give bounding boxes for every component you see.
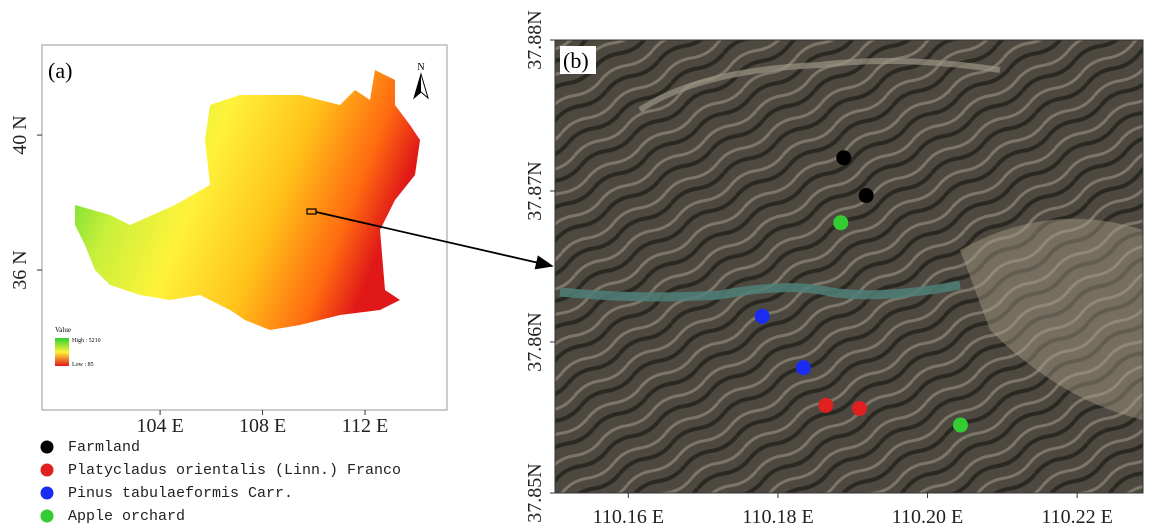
x-tick-label: 110.20 E (892, 506, 963, 528)
y-tick-label: 37.88N (524, 10, 546, 69)
legend-marker (41, 487, 54, 500)
elev-low: Low : 85 (72, 362, 94, 368)
y-tick-label: 37.86N (524, 312, 546, 371)
figure: Value High : 5210 Low : 85 (a) N (b) Far… (0, 0, 1149, 530)
sample-point (859, 188, 874, 203)
sample-point (755, 309, 770, 324)
sample-point (953, 418, 968, 433)
x-tick-label: 108 E (239, 415, 286, 437)
y-tick-label: 36 N (9, 250, 31, 289)
sample-point (818, 398, 833, 413)
sample-point (836, 150, 851, 165)
elev-title: Value (55, 326, 71, 334)
legend-label: Platycladus orientalis (Linn.) Franco (68, 462, 401, 479)
legend-marker (41, 510, 54, 523)
x-tick-label: 112 E (342, 415, 388, 437)
legend: Farmland Platycladus orientalis (Linn.) F… (41, 439, 402, 525)
elevation-scale (55, 338, 69, 366)
legend-label: Farmland (68, 439, 140, 456)
sample-point (796, 360, 811, 375)
x-tick-label: 110.16 E (593, 506, 664, 528)
legend-marker (41, 441, 54, 454)
legend-label: Apple orchard (68, 508, 185, 525)
y-tick-label: 37.87N (524, 161, 546, 220)
legend-label: Pinus tabulaeformis Carr. (68, 485, 293, 502)
y-tick-label: 37.85N (524, 463, 546, 522)
panel-a-label: (a) (48, 58, 72, 83)
x-tick-label: 104 E (136, 415, 183, 437)
elev-high: High : 5210 (72, 338, 101, 344)
north-label: N (417, 62, 424, 73)
legend-marker (41, 464, 54, 477)
sample-point (833, 215, 848, 230)
sample-point (852, 401, 867, 416)
panel-b-label: (b) (563, 48, 589, 73)
x-tick-label: 110.18 E (742, 506, 813, 528)
x-tick-label: 110.22 E (1041, 506, 1112, 528)
y-tick-label: 40 N (9, 115, 31, 154)
